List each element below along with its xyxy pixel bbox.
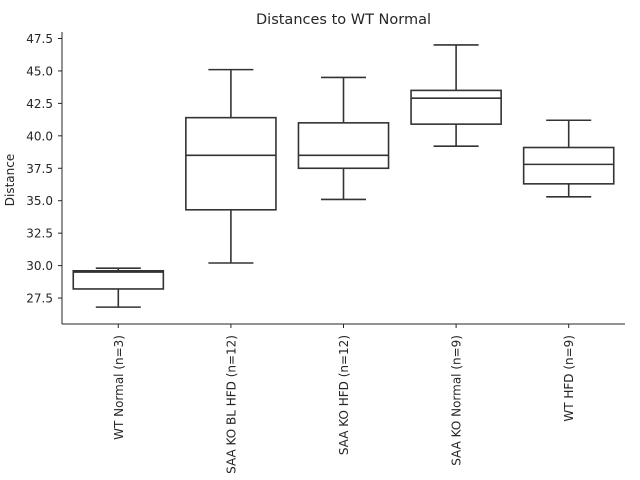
box-5 [522,119,615,198]
iqr-box [297,122,390,170]
box-4 [410,44,502,148]
x-tick-label: WT Normal (n=3) [112,335,126,440]
iqr-box [410,89,502,125]
iqr-box [185,116,277,211]
chart-title: Distances to WT Normal [256,12,431,28]
y-axis-label: Distance [3,154,17,206]
y-tick-label: 45.0 [26,64,53,78]
box-2 [185,68,277,264]
y-tick-labels: 27.5 30.0 32.5 35.0 37.5 40.0 42.5 45.0 47.5 [26,32,62,306]
boxes-group [72,44,615,308]
x-tick-label: SAA KO Normal (n=9) [450,335,464,466]
x-tick-label: SAA KO BL HFD (n=12) [224,335,238,474]
iqr-box [72,269,165,290]
y-tick-label: 37.5 [26,162,53,176]
y-tick-label: 40.0 [26,129,53,143]
box-1 [72,267,165,308]
y-tick-label: 27.5 [26,292,53,306]
box-3 [297,76,390,201]
y-tick-label: 32.5 [26,227,53,241]
y-tick-label: 30.0 [26,259,53,273]
x-tick-labels: WT Normal (n=3) SAA KO BL HFD (n=12) SAA K… [112,324,576,474]
y-tick-label: 47.5 [26,32,53,46]
x-tick-label: SAA KO HFD (n=12) [337,335,351,455]
y-tick-label: 35.0 [26,194,53,208]
y-tick-label: 42.5 [26,97,53,111]
x-tick-label: WT HFD (n=9) [562,335,576,422]
iqr-box [522,146,615,185]
